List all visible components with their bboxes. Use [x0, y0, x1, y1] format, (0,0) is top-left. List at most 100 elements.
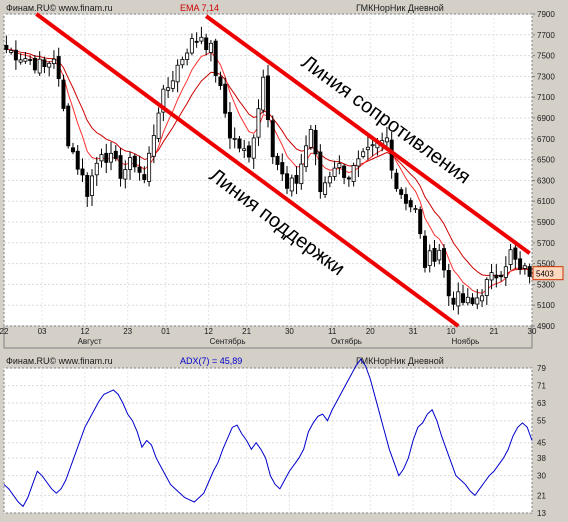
candle-body [461, 293, 466, 303]
candle-body [327, 176, 332, 184]
price-tick-label: 7300 [537, 72, 555, 81]
price-tick-label: 5500 [537, 260, 555, 269]
month-label: Ноябрь [452, 337, 480, 346]
date-tick-label: 20 [366, 327, 375, 336]
candle-body [527, 266, 532, 277]
price-source-label: Финам.RU© www.finam.ru [6, 3, 113, 13]
support-line [35, 12, 460, 328]
candle-body [75, 150, 80, 170]
candle-body [175, 64, 180, 83]
month-label: Сентябрь [210, 337, 246, 346]
adx-source-label: Финам.RU© www.finam.ru [6, 356, 113, 366]
candle-body [280, 162, 285, 175]
candle-body [365, 146, 370, 151]
candle-body [99, 154, 104, 162]
candle-body [470, 297, 475, 305]
candle-body [199, 36, 204, 42]
candle-body [180, 59, 185, 66]
candle-body [166, 87, 171, 91]
adx-tick-label: 71 [537, 382, 546, 391]
price-instrument-label: ГМКНорНик Дневной [356, 3, 444, 13]
candle-body [109, 152, 114, 163]
candle-body [223, 83, 228, 114]
candle-body [161, 88, 166, 113]
candle-body [356, 158, 361, 167]
candle-body [408, 200, 413, 208]
candle-body [251, 137, 256, 159]
candle-body [489, 272, 494, 281]
date-tick-label: 23 [123, 327, 132, 336]
candle-body [499, 274, 504, 278]
price-tick-label: 6700 [537, 135, 555, 144]
candle-body [422, 235, 427, 268]
date-tick-label: 12 [204, 327, 213, 336]
candle-body [194, 40, 199, 43]
last-price-box [532, 266, 564, 281]
candle-body [304, 145, 309, 168]
candle-body [37, 58, 42, 74]
candle-body [132, 155, 137, 168]
candle-body [522, 265, 527, 269]
month-label: Октябрь [331, 337, 362, 346]
adx-value-label: ADX(7) = 45,89 [180, 356, 242, 366]
price-tick-label: 5900 [537, 218, 555, 227]
price-tick-label: 5300 [537, 280, 555, 289]
candle-body [51, 58, 56, 65]
candle-body [9, 50, 14, 53]
adx-tick-label: 55 [537, 417, 546, 426]
adx-instrument-label: ГМКНорНик Дневной [356, 356, 444, 366]
candle-body [218, 76, 223, 87]
candle-body [332, 167, 337, 177]
candle-body [480, 295, 485, 302]
candle-body [413, 208, 418, 210]
candle-body [313, 129, 318, 155]
date-tick-label: 21 [242, 327, 251, 336]
candle-body [270, 120, 275, 158]
candle-body [123, 169, 128, 180]
last-price-label: 5403 [536, 270, 554, 279]
candle-body [256, 108, 261, 138]
candle-body [227, 112, 232, 139]
candle-body [213, 40, 218, 76]
candle-body [508, 249, 513, 265]
candle-body [23, 58, 28, 62]
candle-body [32, 57, 37, 71]
adx-tick-label: 13 [537, 509, 546, 518]
date-tick-label: 03 [38, 327, 47, 336]
candle-body [56, 56, 61, 80]
candle-body [261, 76, 266, 111]
date-tick-label: 10 [447, 327, 456, 336]
candle-body [403, 194, 408, 204]
candle-body [518, 258, 523, 270]
price-tick-label: 5100 [537, 301, 555, 310]
candle-body [142, 174, 147, 180]
price-tick-label: 7100 [537, 93, 555, 102]
candle-body [90, 175, 95, 196]
candle-body [104, 152, 109, 163]
candle-body [113, 150, 118, 159]
price-tick-label: 7700 [537, 31, 555, 40]
adx-tick-label: 63 [537, 399, 546, 408]
candle-body [137, 166, 142, 173]
adx-tick-label: 45 [537, 439, 546, 448]
candle-body [323, 182, 328, 195]
adx-tick-label: 38 [537, 454, 546, 463]
date-tick-label: 31 [409, 327, 418, 336]
candle-body [418, 209, 423, 235]
candle-body [361, 151, 366, 157]
candle-body [446, 270, 451, 297]
candle-body [128, 157, 133, 170]
candle-body [294, 174, 299, 184]
candle-body [85, 175, 90, 197]
candle-body [427, 250, 432, 266]
candle-body [456, 291, 461, 307]
candle-body [156, 112, 161, 139]
candle-body [80, 168, 85, 176]
resistance-line [204, 14, 531, 255]
candle-body [147, 152, 152, 182]
candle-body [185, 52, 190, 60]
candle-body [441, 248, 446, 271]
candle-body [208, 42, 213, 53]
adx-tick-label: 21 [537, 491, 546, 500]
price-tick-label: 6100 [537, 197, 555, 206]
